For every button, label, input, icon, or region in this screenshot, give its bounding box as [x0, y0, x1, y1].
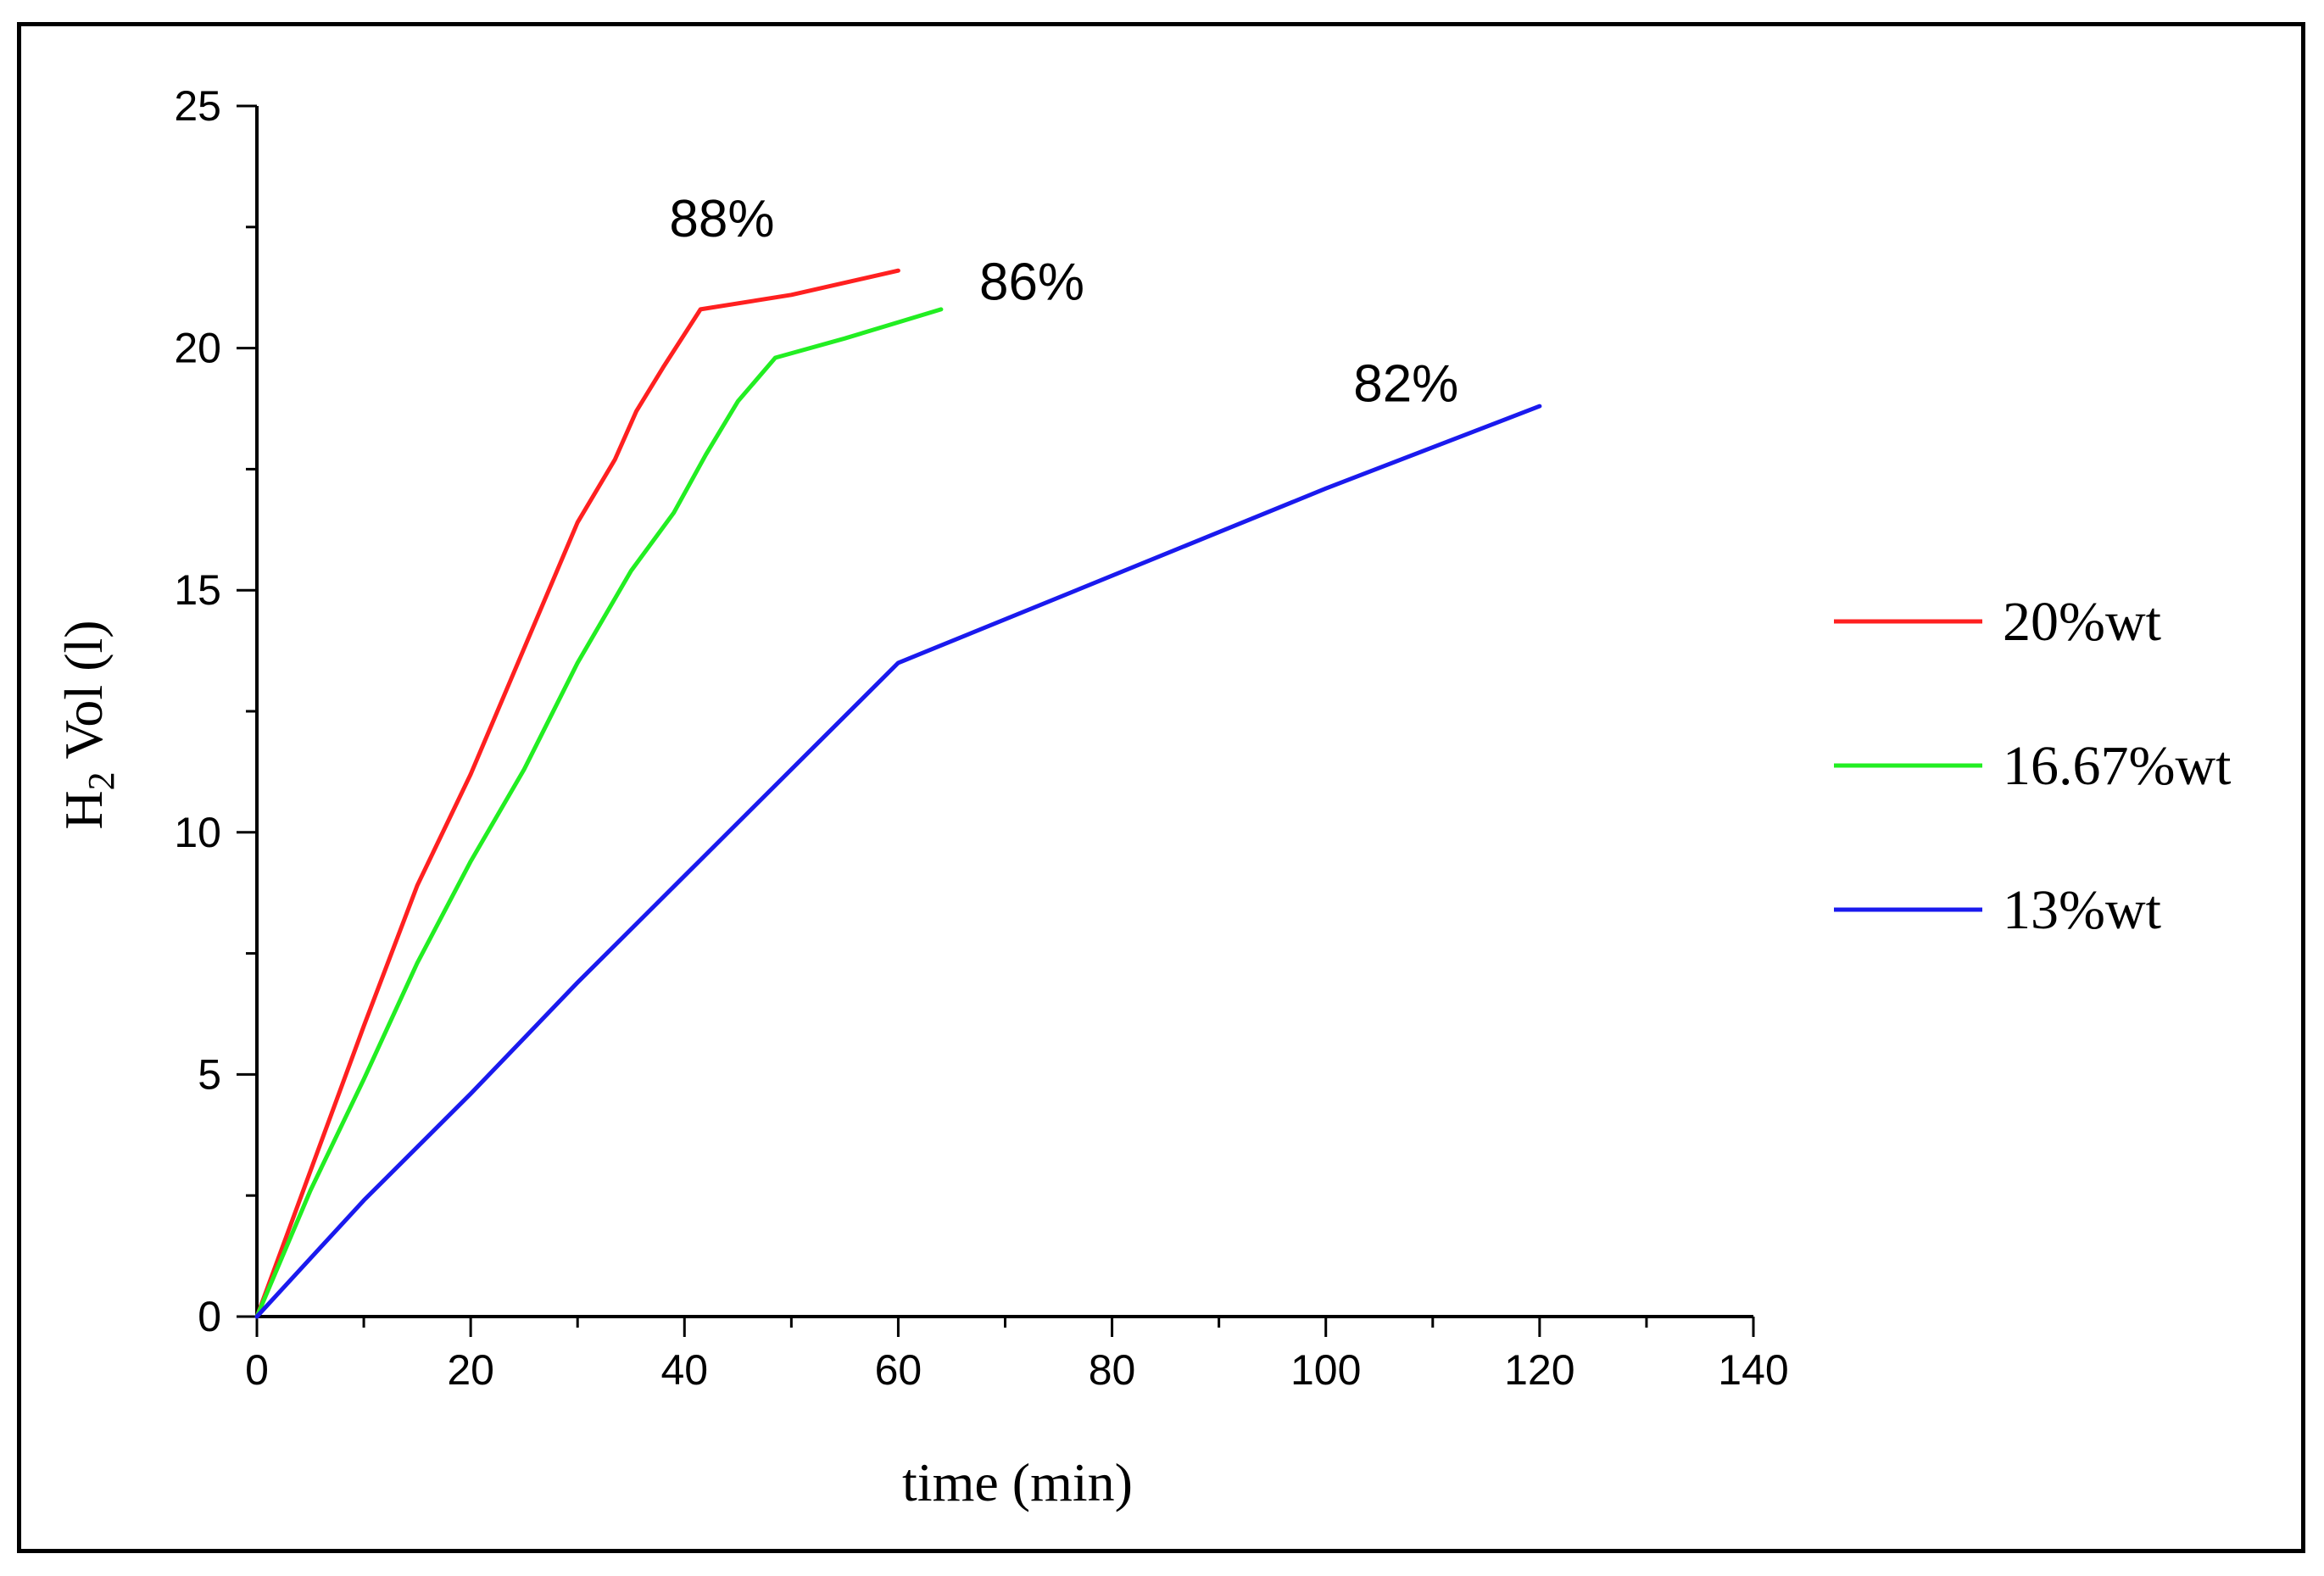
y-tick-label: 20 — [174, 325, 221, 372]
figure-frame — [17, 22, 2305, 1553]
annotation-label: 86% — [979, 253, 1084, 311]
annotation-label: 82% — [1353, 354, 1458, 413]
series-line-1 — [254, 268, 900, 1319]
x-tick-label: 40 — [660, 1346, 708, 1394]
y-axis-title-rest: Vol (l) — [53, 620, 114, 771]
y-tick-label: 10 — [174, 809, 221, 856]
annotation-label: 88% — [669, 190, 774, 248]
legend-label-3: 13%wt — [2003, 879, 2161, 941]
series-group — [254, 268, 1542, 1319]
y-tick-label: 15 — [174, 566, 221, 614]
x-tick-label: 80 — [1089, 1346, 1136, 1394]
annotations: 88% 86% 82% — [669, 190, 1458, 413]
series-line-3 — [254, 404, 1542, 1319]
legend: 20%wt 16.67%wt 13%wt — [1834, 591, 2231, 941]
legend-label-1: 20%wt — [2003, 591, 2161, 653]
y-axis-title-main: H — [53, 790, 114, 829]
y-tick-label: 0 — [198, 1293, 221, 1340]
y-axis-title-sub: 2 — [81, 771, 122, 790]
x-tick-label: 140 — [1718, 1346, 1788, 1394]
x-tick-label: 20 — [447, 1346, 494, 1394]
x-axis-title: time (min) — [902, 1452, 1133, 1512]
y-tick-label: 5 — [198, 1050, 221, 1098]
x-tick-label: 120 — [1504, 1346, 1574, 1394]
x-tick-label: 0 — [245, 1346, 269, 1394]
series-line-2 — [254, 307, 944, 1319]
legend-label-2: 16.67%wt — [2003, 735, 2231, 797]
y-axis-title: H2 Vol (l) — [53, 620, 122, 829]
y-tick-label: 25 — [174, 82, 221, 130]
x-tick-label: 60 — [875, 1346, 922, 1394]
ticks: 0 20 40 60 80 100 120 140 0 5 10 15 20 25 — [174, 82, 1788, 1394]
x-tick-label: 100 — [1290, 1346, 1361, 1394]
